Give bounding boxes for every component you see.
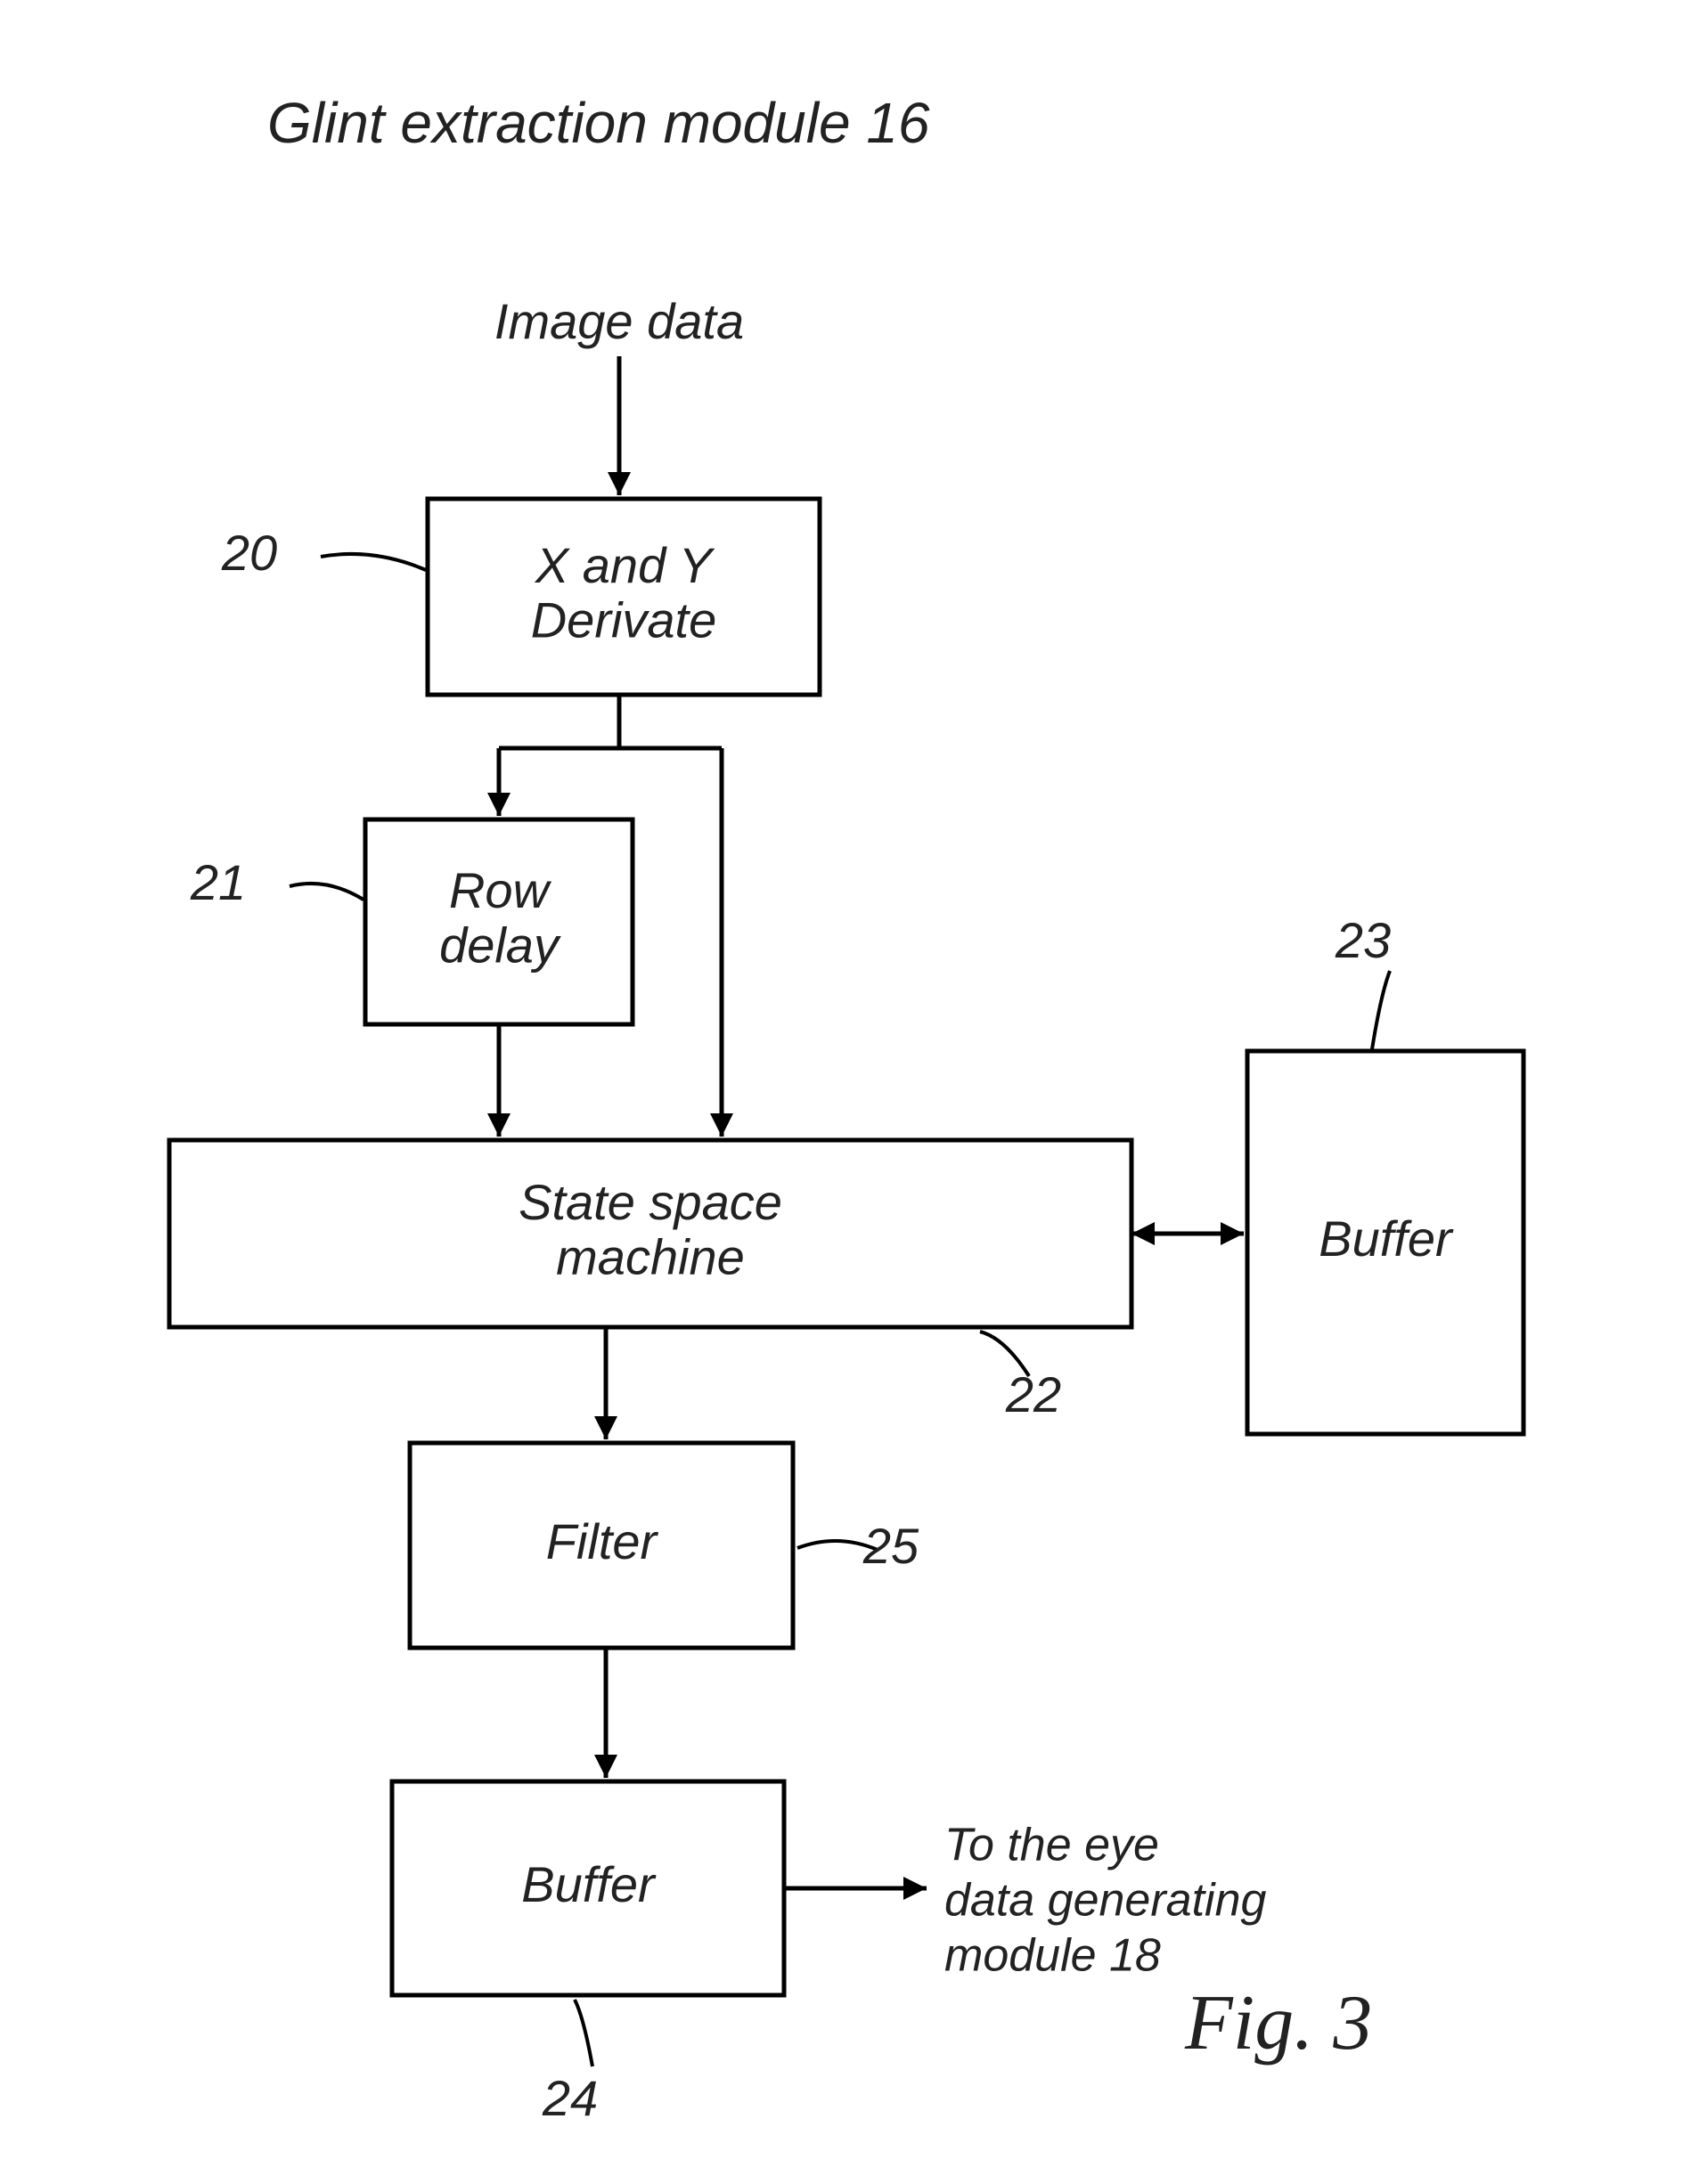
buffer_b-ref: 24 <box>542 2070 598 2126</box>
rowdelay-label: Row <box>449 862 552 918</box>
input-label: Image data <box>494 293 744 349</box>
buffer_r-ref: 23 <box>1335 912 1391 968</box>
buffer_b-label: Buffer <box>521 1856 657 1912</box>
filter-label: Filter <box>546 1513 659 1569</box>
derivate-label: X and Y <box>534 537 715 593</box>
rowdelay-label: delay <box>439 917 561 974</box>
diagram-title: Glint extraction module 16 <box>267 91 930 155</box>
derivate-box: X and YDerivate <box>428 499 820 695</box>
ssm-box: State spacemachine <box>169 1140 1131 1327</box>
rowdelay-ref: 21 <box>190 854 246 910</box>
ssm-label: machine <box>556 1229 745 1285</box>
filter-box: Filter <box>410 1443 793 1648</box>
output-label: data generating <box>944 1875 1266 1927</box>
buffer_r-label: Buffer <box>1319 1210 1454 1267</box>
filter-ref: 25 <box>862 1518 919 1574</box>
rowdelay-box: Rowdelay <box>365 819 633 1024</box>
derivate-ref: 20 <box>221 525 277 581</box>
buffer_r-box: Buffer <box>1247 1051 1524 1434</box>
ssm-label: State space <box>519 1174 782 1230</box>
buffer_b-box: Buffer <box>392 1781 784 1995</box>
ssm-ref: 22 <box>1005 1366 1061 1422</box>
derivate-label: Derivate <box>531 592 717 648</box>
output-label: To the eye <box>944 1820 1159 1871</box>
figure-label: Fig. 3 <box>1184 1980 1372 2066</box>
output-label: module 18 <box>944 1930 1161 1982</box>
